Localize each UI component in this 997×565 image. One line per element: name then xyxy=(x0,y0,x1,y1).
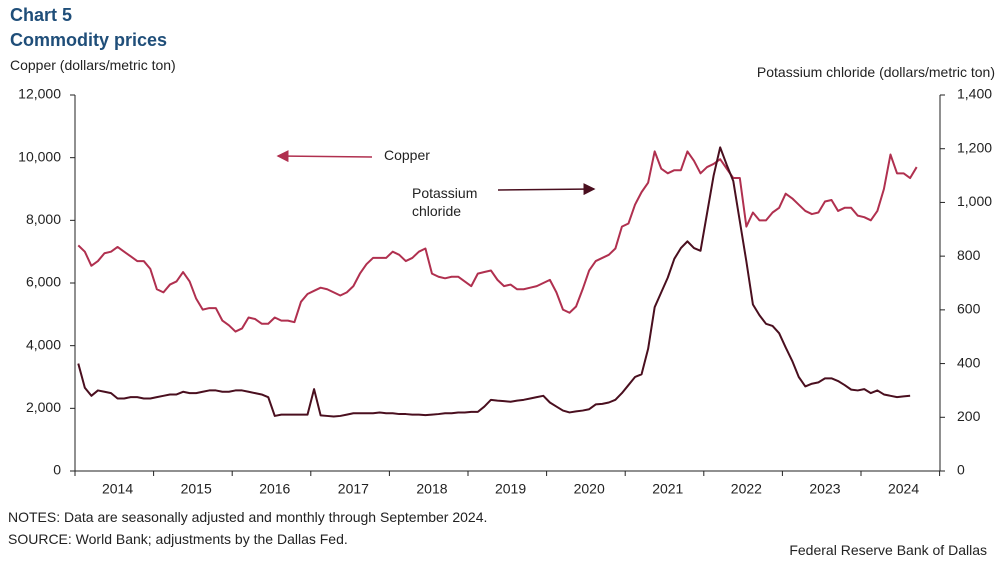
copper-annotation: Copper xyxy=(384,147,430,163)
chart-title: Chart 5 xyxy=(10,5,73,25)
y2-axis-label: Potassium chloride (dollars/metric ton) xyxy=(756,64,995,80)
notes: NOTES: Data are seasonally adjusted and … xyxy=(8,509,488,525)
copper-arrow xyxy=(276,150,373,163)
x-tick-label: 2020 xyxy=(574,481,605,497)
chart-subtitle: Commodity prices xyxy=(10,30,168,50)
source: SOURCE: World Bank; adjustments by the D… xyxy=(8,531,348,547)
y-tick-label: 6,000 xyxy=(26,274,61,290)
y-tick-label: 2,000 xyxy=(26,399,61,415)
y2-tick-label: 0 xyxy=(957,462,965,478)
y2-tick-label: 400 xyxy=(957,354,981,370)
potash-arrow xyxy=(497,183,596,196)
y2-tick-label: 1,400 xyxy=(957,86,992,102)
x-tick-label: 2016 xyxy=(259,481,290,497)
x-tick-label: 2024 xyxy=(888,481,919,497)
y2-tick-label: 1,000 xyxy=(957,193,992,209)
credit: Federal Reserve Bank of Dallas xyxy=(789,542,987,558)
series-line xyxy=(77,150,918,333)
y-axis-label: Copper (dollars/metric ton) xyxy=(10,57,176,73)
x-tick-label: 2023 xyxy=(809,481,840,497)
x-tick-label: 2015 xyxy=(181,481,212,497)
y2-tick-label: 600 xyxy=(957,301,981,317)
y-tick-label: 12,000 xyxy=(18,86,61,102)
y-tick-label: 10,000 xyxy=(18,148,61,164)
y2-tick-label: 800 xyxy=(957,247,981,263)
series-line xyxy=(77,146,911,418)
x-tick-label: 2018 xyxy=(416,481,447,497)
y-tick-label: 4,000 xyxy=(26,336,61,352)
x-tick-label: 2019 xyxy=(495,481,526,497)
x-tick-label: 2022 xyxy=(731,481,762,497)
potash-annotation: Potassium chloride xyxy=(412,185,478,219)
y2-tick-label: 1,200 xyxy=(957,139,992,155)
y2-tick-label: 200 xyxy=(957,408,981,424)
y-tick-label: 8,000 xyxy=(26,211,61,227)
x-tick-label: 2021 xyxy=(652,481,683,497)
x-tick-label: 2017 xyxy=(338,481,369,497)
y-tick-label: 0 xyxy=(53,462,61,478)
x-tick-label: 2014 xyxy=(102,481,133,497)
